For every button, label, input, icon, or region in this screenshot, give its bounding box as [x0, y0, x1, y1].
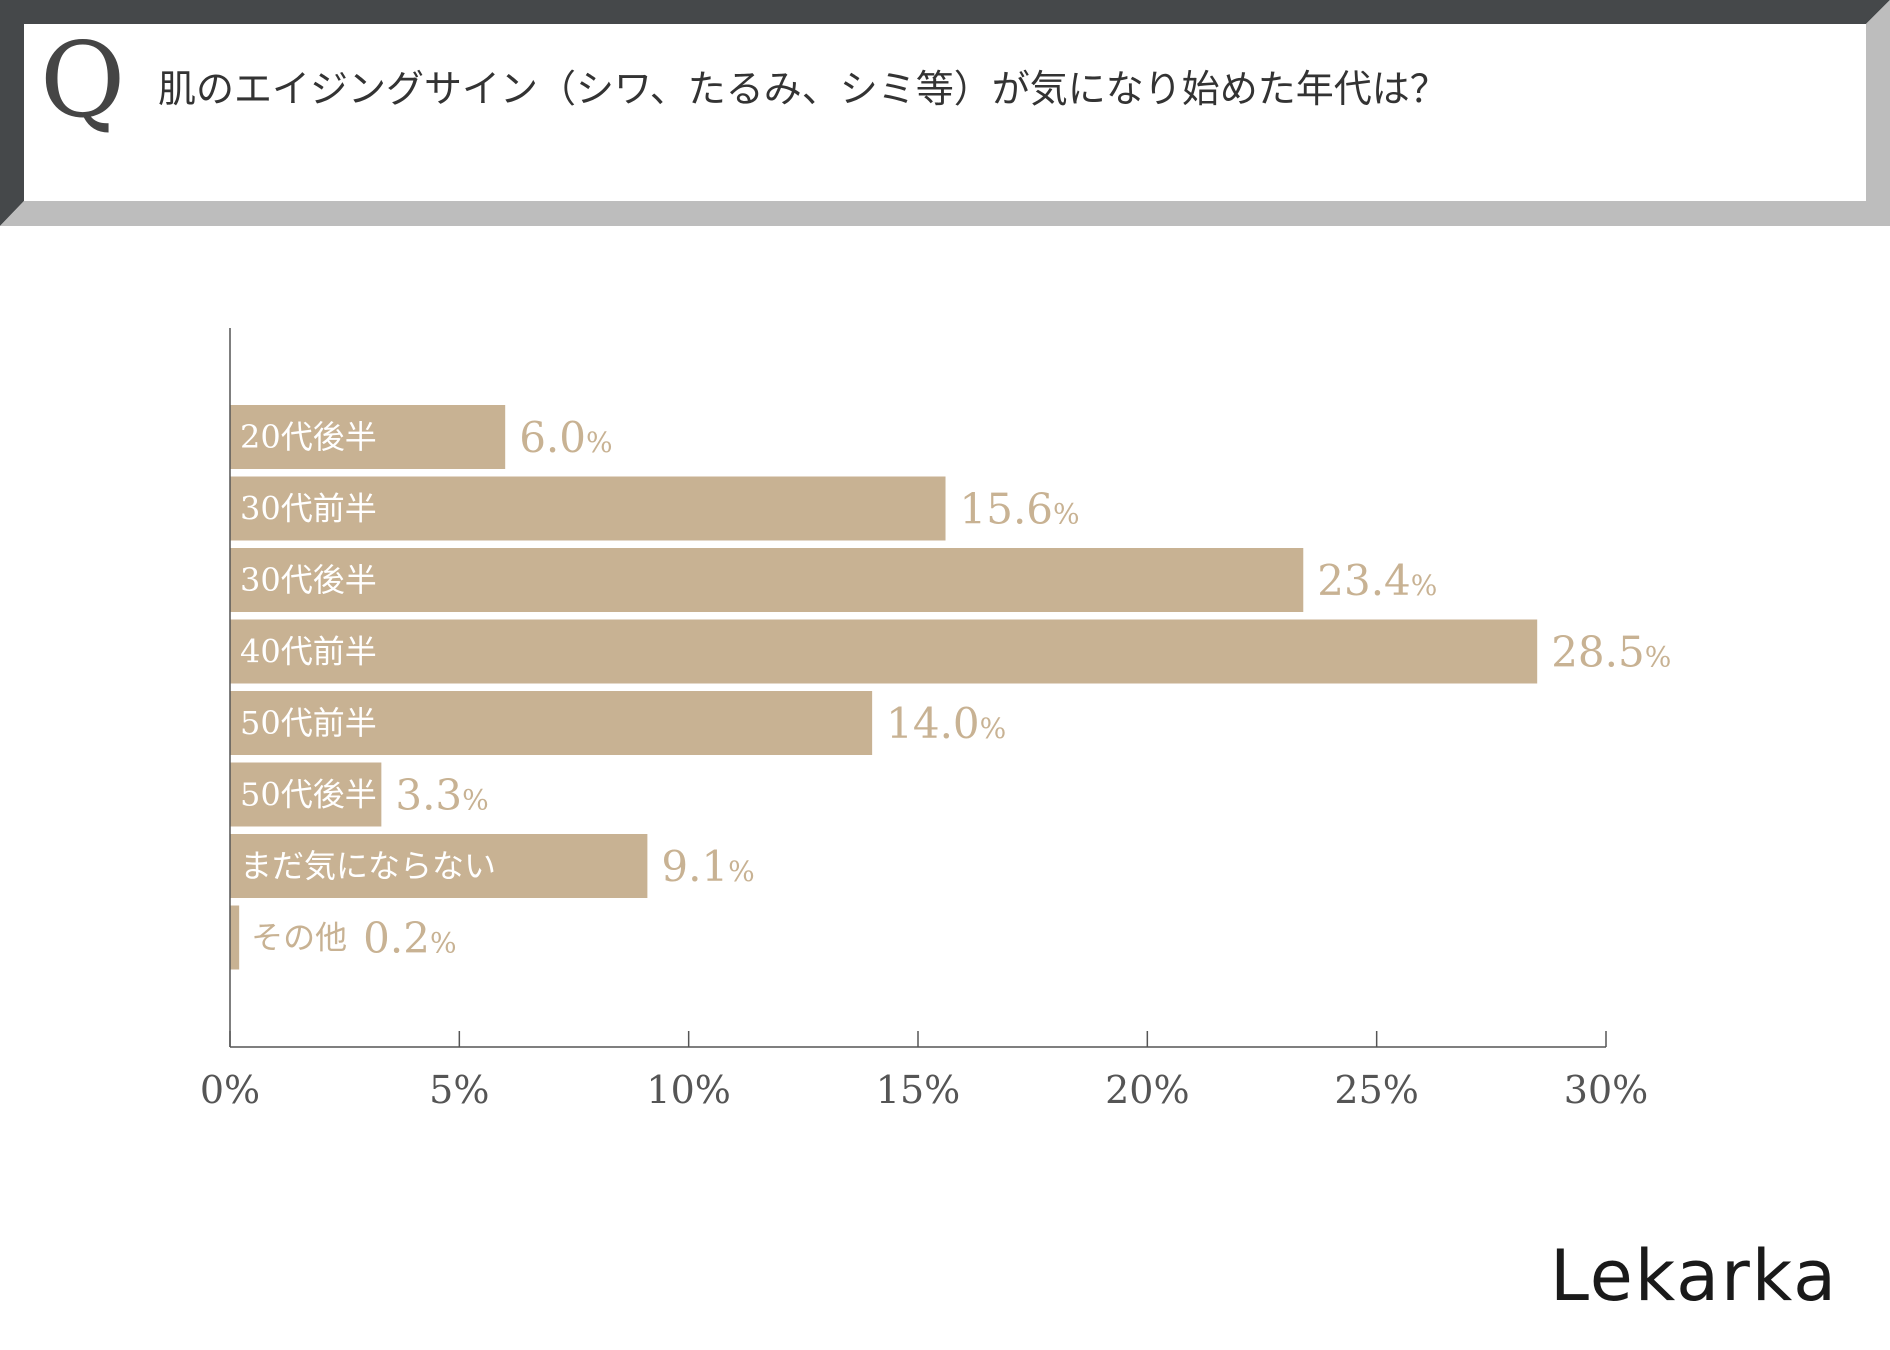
bar [230, 405, 506, 469]
frame-dark-edge [0, 0, 1890, 226]
category-label: 50代前半 [240, 704, 377, 742]
question-frame [0, 0, 1890, 226]
frame-light-edge [0, 0, 1890, 226]
value-number: 3.3 [395, 771, 462, 820]
x-tick-label: 10% [646, 1068, 730, 1112]
category-label: 20代後半 [240, 418, 377, 456]
value-unit: % [462, 784, 489, 817]
brand-logo: Lekarka [1549, 1235, 1838, 1317]
x-tick-label: 15% [876, 1068, 960, 1112]
value-unit: % [1053, 498, 1080, 531]
bar [230, 548, 1304, 612]
value-label: 15.6% [960, 485, 1080, 534]
x-tick-label: 25% [1334, 1068, 1418, 1112]
value-unit: % [430, 927, 457, 960]
bar [230, 905, 240, 970]
question-text: 肌のエイジングサイン（シワ、たるみ、シミ等）が気になり始めた年代は？ [158, 67, 1448, 111]
category-label: まだ気にならない [240, 847, 496, 885]
x-tick-label: 20% [1105, 1068, 1189, 1112]
bar [230, 834, 648, 898]
bar [230, 619, 1538, 684]
value-number: 0.2 [363, 914, 430, 963]
bar [230, 476, 946, 541]
value-label: 28.5% [1551, 628, 1671, 677]
question-mark: Q [40, 19, 126, 141]
value-label: 3.3% [395, 771, 488, 820]
category-label: 30代前半 [240, 490, 377, 528]
x-tick-label: 0% [200, 1068, 260, 1112]
value-number: 9.1 [661, 842, 728, 891]
category-label: 30代後半 [240, 561, 377, 599]
value-label: 23.4% [1317, 556, 1437, 605]
value-unit: % [586, 426, 613, 459]
category-label: 50代後半 [240, 776, 377, 814]
x-tick-label: 30% [1564, 1068, 1648, 1112]
category-label: 40代前半 [240, 633, 377, 671]
value-label: 0.2% [363, 914, 456, 963]
value-number: 15.6 [960, 485, 1054, 534]
value-number: 28.5 [1551, 628, 1645, 677]
value-unit: % [1645, 641, 1672, 674]
value-unit: % [728, 855, 755, 888]
bar-chart: 20代後半 6.0% 30代前半 15.6% 30代後半 23.4% 40代前半 28.5% 5… [200, 328, 1671, 1112]
category-label: その他 [251, 919, 347, 957]
x-tick-label: 5% [429, 1068, 489, 1112]
value-number: 23.4 [1317, 556, 1411, 605]
value-unit: % [980, 712, 1007, 745]
value-number: 6.0 [519, 413, 586, 462]
value-label: 6.0% [519, 413, 612, 462]
question-box [24, 24, 1866, 201]
value-unit: % [1411, 569, 1438, 602]
value-number: 14.0 [886, 699, 980, 748]
bar [230, 762, 382, 827]
value-label: 14.0% [886, 699, 1006, 748]
value-label: 9.1% [661, 842, 754, 891]
bar [230, 691, 873, 755]
